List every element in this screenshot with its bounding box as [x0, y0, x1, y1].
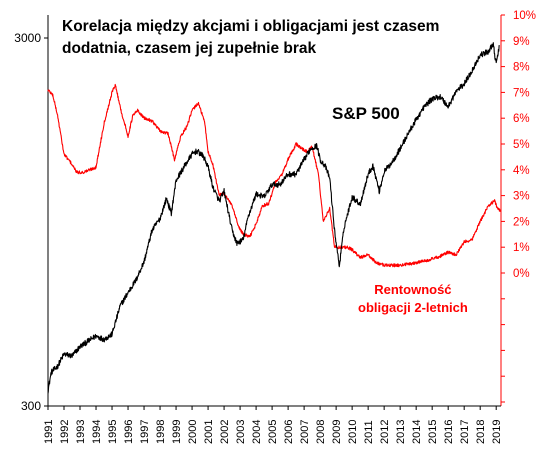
chart-title-line-1: Korelacja między akcjami i obligacjami j…: [62, 18, 440, 35]
yield-series-label-line-1: Rentowność: [374, 282, 452, 297]
x-tick-label: 1997: [139, 420, 151, 444]
chart-title-line-2: dodatnia, czasem jej zupełnie brak: [62, 40, 317, 57]
right-tick-label: 5%: [513, 139, 530, 151]
x-axis-ticks: 1991 1992 1993 1994 1995 1996 1997 1998 1999 2000…: [43, 406, 503, 444]
right-tick-label: 4%: [513, 165, 530, 177]
x-tick-label: 2005: [267, 420, 279, 444]
series-layer: [47, 42, 502, 394]
right-axis-ticks: 0% 1% 2% 3% 4% 5% 6% 7% 8% 9% 10%: [501, 10, 536, 403]
left-tick-label: 3000: [14, 31, 41, 45]
right-tick-label: 3%: [513, 191, 530, 203]
x-tick-label: 2007: [299, 420, 311, 444]
axes: [47, 15, 502, 407]
chart-title: Korelacja między akcjami i obligacjami j…: [62, 16, 442, 60]
series-line-sp500: [47, 42, 500, 394]
x-tick-label: 2010: [347, 420, 359, 444]
x-tick-label: 2019: [491, 420, 503, 444]
x-tick-label: 2011: [363, 420, 375, 444]
x-tick-label: 1995: [107, 420, 119, 444]
series-line-yield: [47, 83, 502, 268]
x-tick-label: 2008: [315, 420, 327, 444]
x-tick-label: 2017: [459, 420, 471, 444]
x-tick-label: 2009: [331, 420, 343, 444]
x-tick-label: 2003: [235, 420, 247, 444]
yield-series-label: Rentowność obligacji 2-letnich: [358, 281, 468, 317]
right-tick-label: 6%: [513, 113, 530, 125]
left-axis-ticks: 300 3000: [14, 31, 48, 413]
x-tick-label: 2002: [219, 420, 231, 444]
right-tick-label: 10%: [513, 10, 536, 22]
x-tick-label: 1992: [59, 420, 71, 444]
sp500-series-label: S&P 500: [332, 104, 400, 123]
x-tick-label: 2013: [395, 420, 407, 444]
right-tick-label: 1%: [513, 242, 530, 254]
right-tick-label: 7%: [513, 87, 530, 99]
x-tick-label: 2014: [411, 420, 423, 444]
x-tick-label: 2000: [187, 420, 199, 444]
x-tick-label: 2004: [251, 420, 263, 444]
right-tick-label: 9%: [513, 36, 530, 48]
x-tick-label: 1991: [43, 420, 55, 444]
yield-series-label-line-2: obligacji 2-letnich: [358, 300, 468, 315]
left-tick-label: 300: [21, 399, 41, 413]
x-tick-label: 2012: [379, 420, 391, 444]
x-tick-label: 2016: [443, 420, 455, 444]
x-tick-label: 1996: [123, 420, 135, 444]
x-tick-label: 2015: [427, 420, 439, 444]
x-tick-label: 2006: [283, 420, 295, 444]
x-tick-label: 1993: [75, 420, 87, 444]
x-tick-label: 1994: [91, 420, 103, 444]
x-tick-label: 2018: [475, 420, 487, 444]
right-tick-label: 2%: [513, 216, 530, 228]
x-tick-label: 2001: [203, 420, 215, 444]
x-tick-label: 1999: [171, 420, 183, 444]
right-tick-label: 8%: [513, 62, 530, 74]
x-tick-label: 1998: [155, 420, 167, 444]
right-tick-label: 0%: [513, 268, 530, 280]
